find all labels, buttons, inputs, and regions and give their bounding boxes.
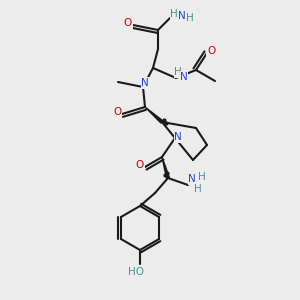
Text: O: O [136, 160, 144, 170]
Text: O: O [207, 46, 215, 56]
Text: H: H [186, 13, 194, 23]
Text: N: N [188, 174, 196, 184]
Text: H: H [170, 9, 178, 19]
Text: O: O [124, 18, 132, 28]
Text: O: O [113, 107, 121, 117]
Text: N: N [178, 11, 186, 21]
Text: N: N [174, 132, 182, 142]
Text: N: N [141, 78, 149, 88]
Text: N: N [180, 72, 188, 82]
Text: H: H [198, 172, 206, 182]
Polygon shape [162, 157, 169, 178]
Text: HO: HO [128, 267, 144, 277]
Text: H: H [194, 184, 202, 194]
Polygon shape [145, 107, 163, 123]
Text: H: H [174, 67, 182, 77]
